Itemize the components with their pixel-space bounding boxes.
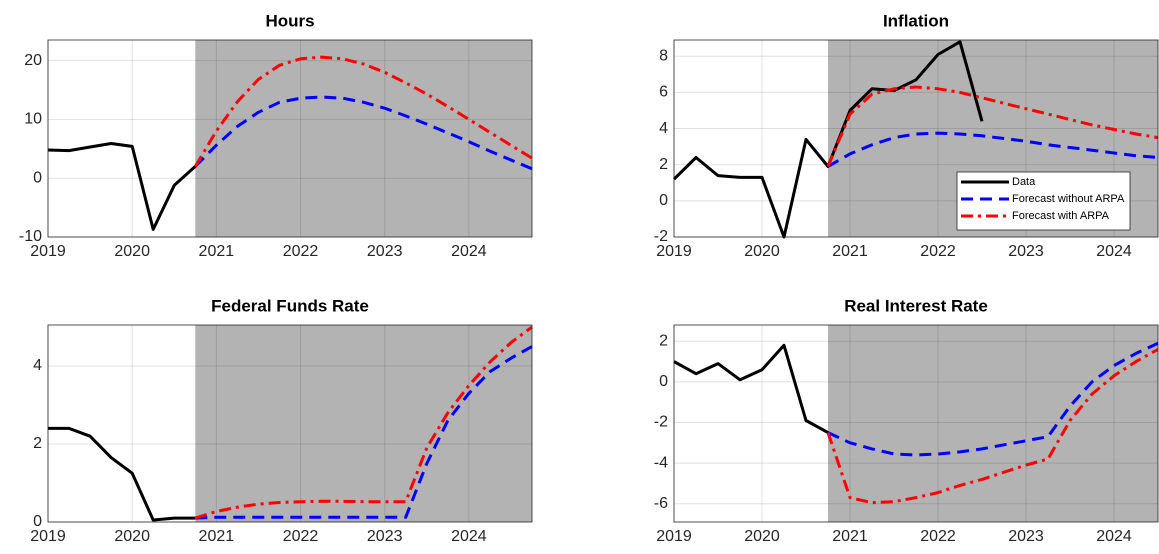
series-line xyxy=(194,95,533,171)
legend-label: Forecast with ARPA xyxy=(1012,210,1110,222)
series-line xyxy=(194,325,533,520)
legend-label: Forecast without ARPA xyxy=(1012,193,1125,205)
y-tick-label: 2 xyxy=(659,332,668,349)
series-line xyxy=(827,131,1159,168)
subplot-title: Hours xyxy=(265,11,314,30)
y-tick-label: 20 xyxy=(24,52,42,69)
x-tick-label: 2021 xyxy=(832,243,868,260)
axes-box xyxy=(47,39,533,238)
series-line xyxy=(194,55,533,168)
y-tick-label: 0 xyxy=(33,169,42,186)
forecast-shade xyxy=(195,40,532,237)
x-tick-label: 2024 xyxy=(451,528,487,545)
x-tick-label: 2021 xyxy=(199,243,235,260)
series-line xyxy=(826,348,1159,505)
subplot: 2019 2020 2021 2022 2023 2024 0 2 4 Federal Funds… xyxy=(30,296,533,545)
x-tick-label: 2019 xyxy=(30,243,66,260)
subplot: 2019 2020 2021 2022 2023 2024 -6 -4 -2 0 2 Real Int… xyxy=(654,296,1159,545)
x-tick-label: 2020 xyxy=(114,528,150,545)
x-tick-label: 2024 xyxy=(1096,243,1132,260)
y-tick-label: 10 xyxy=(24,111,42,128)
subplot-title: Federal Funds Rate xyxy=(211,296,369,315)
forecast-shade xyxy=(195,325,532,522)
x-tick-label: 2023 xyxy=(1008,243,1044,260)
subplot-title: Inflation xyxy=(883,11,949,30)
y-tick-label: 4 xyxy=(659,120,668,137)
legend-label: Data xyxy=(1012,176,1036,188)
y-tick-label: 0 xyxy=(659,192,668,209)
x-tick-label: 2021 xyxy=(832,528,868,545)
y-tick-label: -2 xyxy=(654,414,668,431)
x-tick-label: 2023 xyxy=(367,243,403,260)
x-tick-label: 2023 xyxy=(1008,528,1044,545)
y-tick-label: -10 xyxy=(19,228,42,245)
x-tick-label: 2020 xyxy=(744,528,780,545)
x-tick-label: 2021 xyxy=(199,528,235,545)
x-tick-label: 2024 xyxy=(451,243,487,260)
series-line xyxy=(48,426,196,522)
y-tick-label: -2 xyxy=(654,228,668,245)
subplot: 2019 2020 2021 2022 2023 2024 -2 0 2 4 6 8 Inflation… xyxy=(654,11,1159,260)
series-line xyxy=(826,85,1159,168)
subplot: 2019 2020 2021 2022 2023 2024 -10 0 10 20 Hours xyxy=(19,11,533,260)
y-tick-label: 4 xyxy=(33,357,42,374)
axes-box xyxy=(673,324,1159,523)
y-tick-label: 2 xyxy=(33,435,42,452)
y-tick-label: 0 xyxy=(33,513,42,530)
x-tick-label: 2022 xyxy=(920,528,956,545)
x-tick-label: 2019 xyxy=(30,528,66,545)
x-tick-label: 2023 xyxy=(367,528,403,545)
x-tick-label: 2020 xyxy=(744,243,780,260)
subplot-title: Real Interest Rate xyxy=(844,296,988,315)
series-line xyxy=(47,142,197,231)
series-line xyxy=(827,341,1159,457)
x-tick-label: 2020 xyxy=(114,243,150,260)
y-tick-label: -6 xyxy=(654,495,668,512)
axes-box xyxy=(673,39,1159,238)
axes-box xyxy=(47,324,533,523)
x-tick-label: 2024 xyxy=(1096,528,1132,545)
x-tick-label: 2022 xyxy=(920,243,956,260)
y-tick-label: 6 xyxy=(659,84,668,101)
x-tick-label: 2022 xyxy=(283,528,319,545)
x-tick-label: 2022 xyxy=(283,243,319,260)
x-tick-label: 2019 xyxy=(656,528,692,545)
legend: Data Forecast without ARPA Forecast with A… xyxy=(956,171,1131,231)
y-tick-label: -4 xyxy=(654,454,668,471)
y-tick-label: 2 xyxy=(659,156,668,173)
y-tick-label: 8 xyxy=(659,47,668,64)
y-tick-label: 0 xyxy=(659,373,668,390)
series-line xyxy=(673,343,829,434)
x-tick-label: 2019 xyxy=(656,243,692,260)
forecast-shade xyxy=(828,325,1158,522)
